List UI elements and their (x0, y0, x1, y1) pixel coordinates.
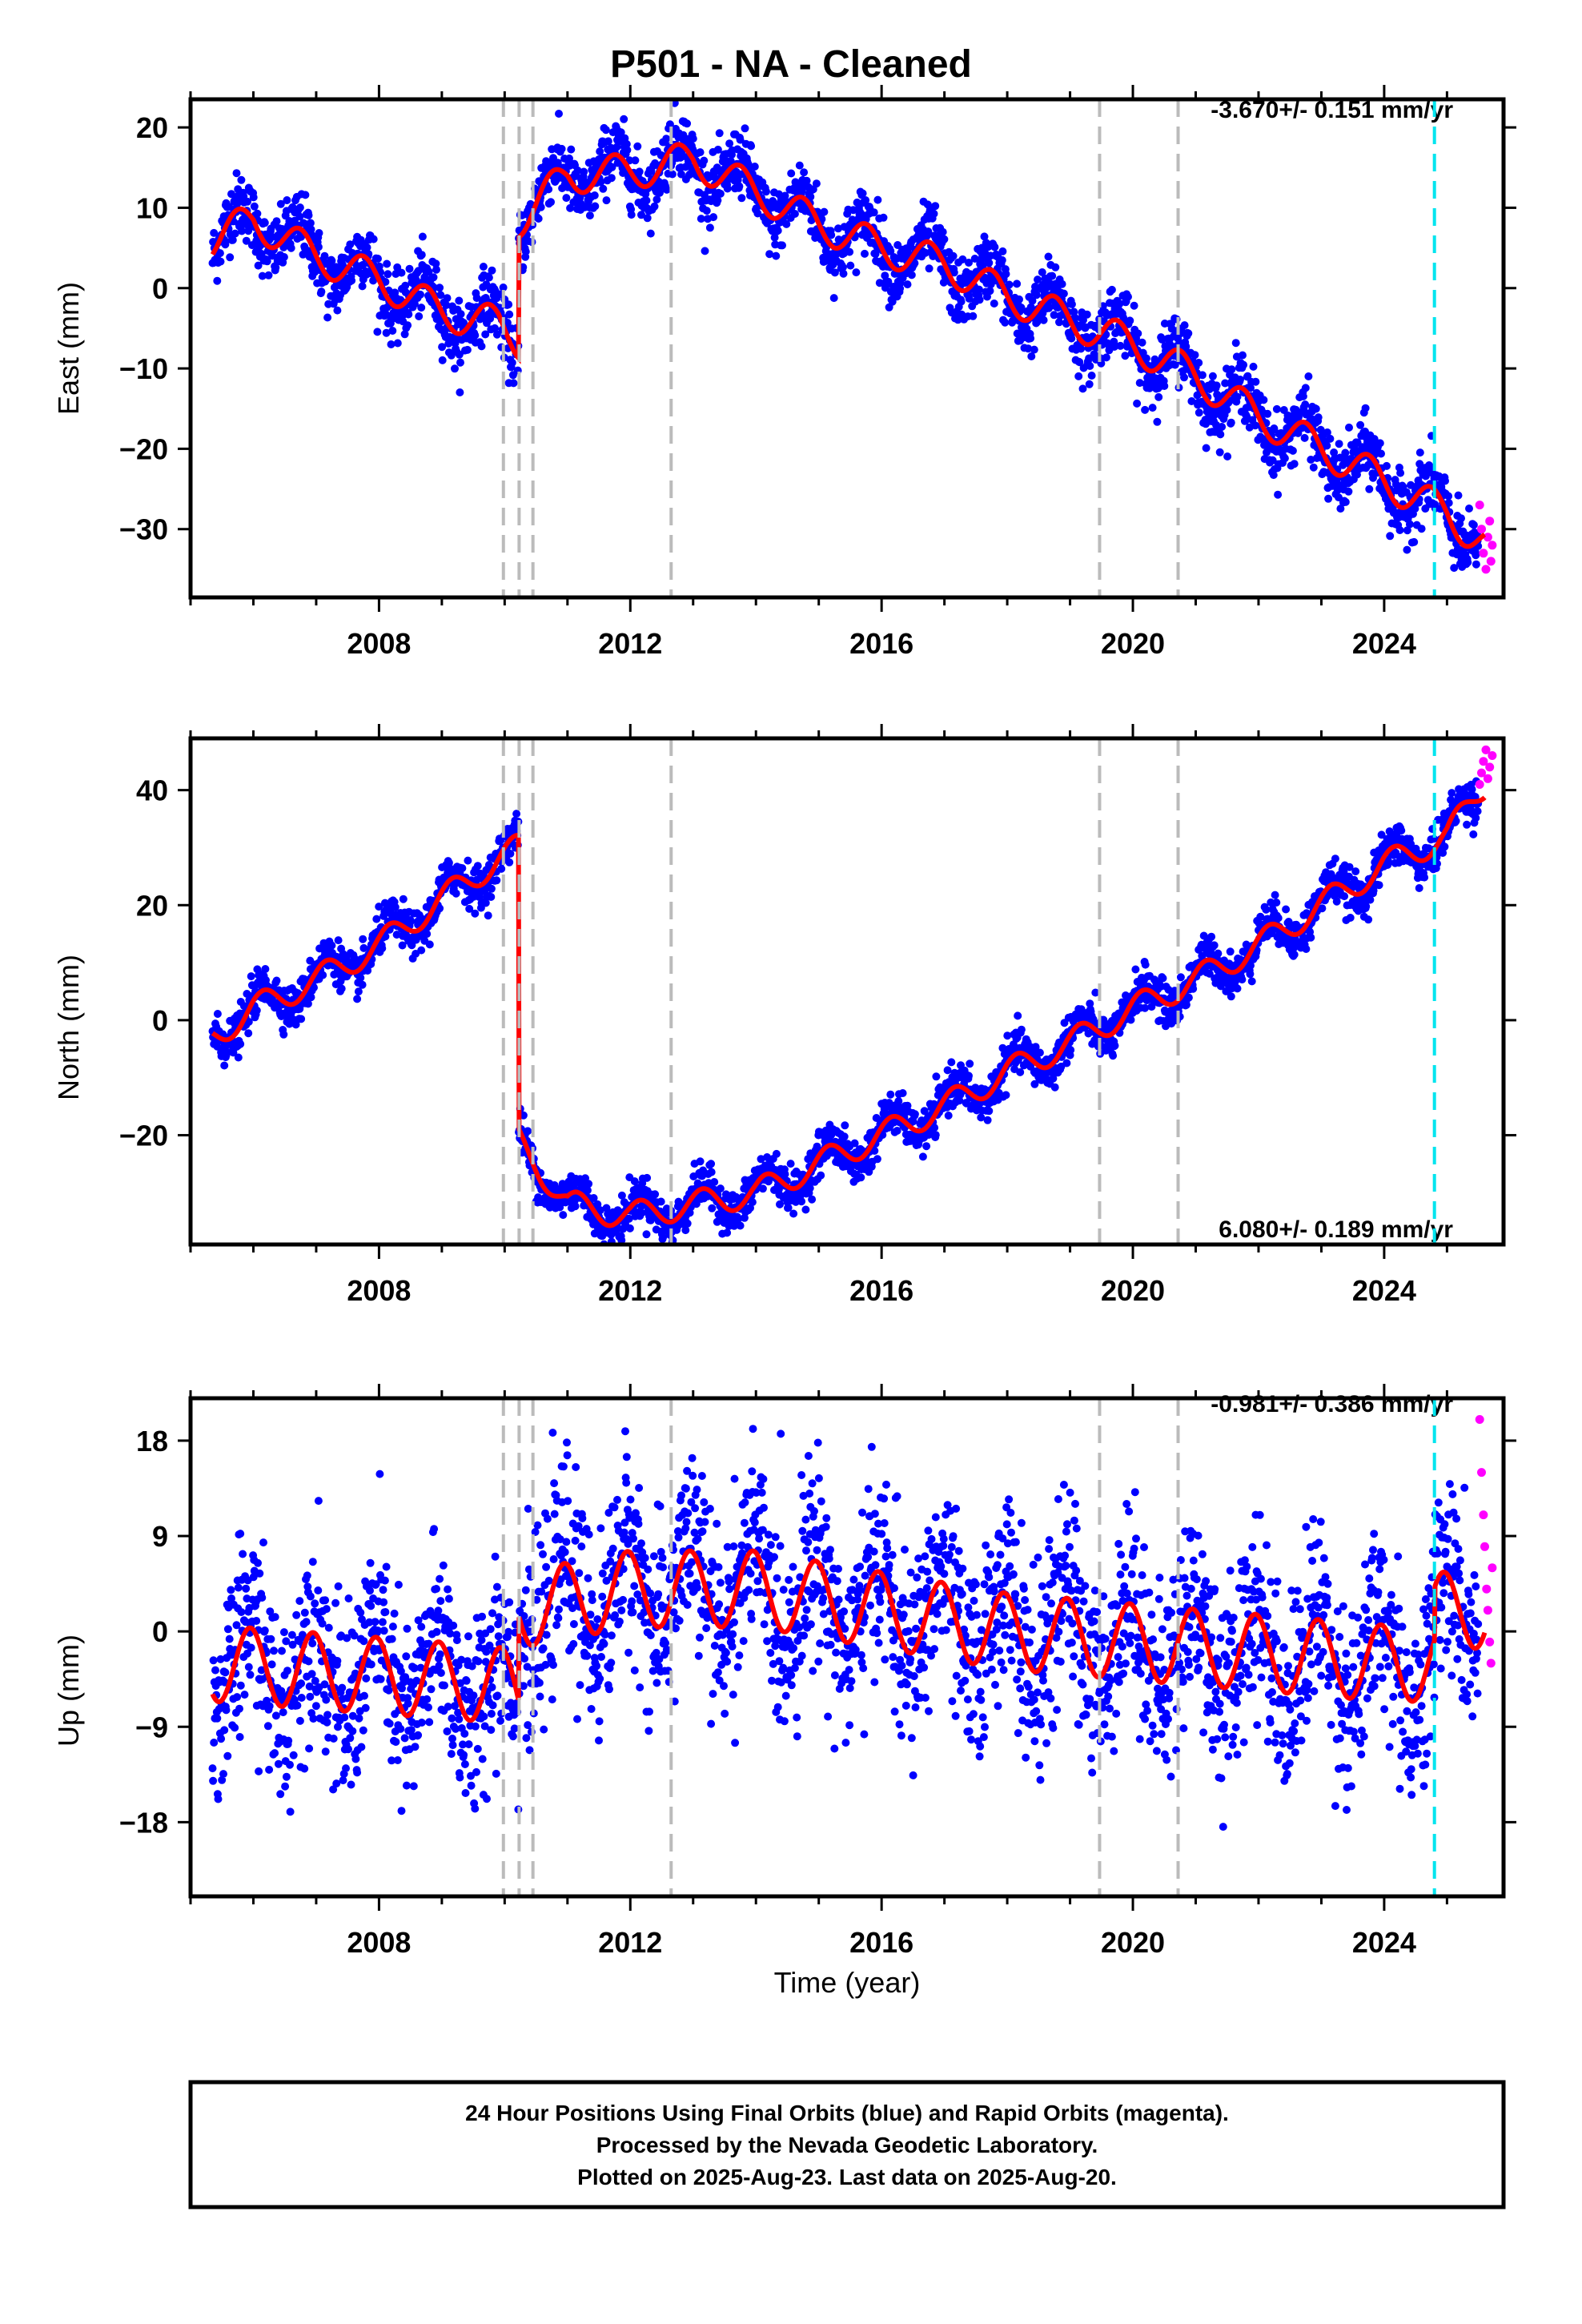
east-rapid-point (1486, 557, 1496, 566)
east-y-tick-label: 10 (136, 191, 168, 224)
east-model-curve (210, 142, 1487, 549)
north-rapid-point (1485, 762, 1495, 772)
up-rapid-point (1477, 1468, 1486, 1478)
up-y-tick-labels: −18 −9 0 9 18 (119, 1425, 168, 1839)
up-plot-area: 2008 2012 2016 2020 2024 (178, 1384, 1516, 1959)
up-x-tick-label: 2008 (347, 1926, 411, 1959)
up-rapid-point (1482, 1584, 1492, 1594)
up-rapid-points (1475, 1415, 1497, 1668)
east-final-scatter (208, 99, 1483, 573)
footer-border (188, 2080, 1506, 2209)
east-rapid-point (1481, 565, 1491, 574)
north-final-scatter (208, 777, 1483, 1244)
east-frame (188, 97, 1506, 600)
north-rapid-point (1481, 745, 1491, 754)
east-y-tick-label: 20 (136, 111, 168, 144)
up-model-curve (210, 1548, 1488, 1723)
north-rapid-point (1488, 751, 1497, 760)
up-rapid-point (1485, 1637, 1495, 1647)
east-rapid-point (1483, 533, 1492, 542)
north-model-curve (211, 795, 1487, 1228)
east-rapid-point (1477, 525, 1486, 534)
up-rapid-point (1488, 1563, 1497, 1573)
chart-title: P501 - NA - Cleaned (610, 43, 972, 86)
east-rapid-point (1485, 517, 1495, 526)
east-rapid-point (1475, 501, 1484, 510)
north-frame (188, 736, 1506, 1247)
up-rapid-point (1486, 1659, 1496, 1668)
north-y-tick-labels: −20 0 20 40 (119, 774, 168, 1152)
north-rapid-points (1475, 745, 1497, 789)
up-final-points (208, 1425, 1483, 1831)
north-data-layer (208, 745, 1497, 1244)
north-panel: −20 0 20 40 North (mm) 6.080+/- 0.189 mm/yr (52, 774, 1453, 1243)
footer-line-2: Processed by the Nevada Geodetic Laborat… (596, 2133, 1098, 2157)
up-final-scatter (208, 1425, 1483, 1831)
east-x-tick-label: 2016 (849, 627, 913, 660)
footer-box: 24 Hour Positions Using Final Orbits (bl… (188, 2080, 1506, 2209)
up-frame (188, 1396, 1506, 1899)
up-y-tick-label: −9 (135, 1711, 168, 1743)
up-y-axis-label: Up (mm) (52, 1634, 85, 1747)
north-rapid-point (1479, 757, 1488, 766)
up-y-tick-label: 18 (136, 1425, 168, 1458)
east-data-layer (208, 99, 1497, 574)
north-final-points (208, 777, 1483, 1244)
east-plot-area: 2008 2012 2016 2020 2024 (178, 85, 1516, 660)
north-x-tick-label: 2016 (849, 1274, 913, 1307)
east-rapid-point (1488, 541, 1497, 550)
up-rapid-point (1475, 1415, 1484, 1424)
east-x-tick-label: 2020 (1101, 627, 1165, 660)
north-rapid-point (1477, 768, 1486, 778)
east-y-tick-label: 0 (152, 272, 168, 305)
east-y-tick-label: −20 (119, 432, 168, 465)
up-x-tick-label: 2020 (1101, 1926, 1165, 1959)
up-rapid-point (1483, 1606, 1492, 1615)
north-plot-area: 2008 2012 2016 2020 2024 (178, 724, 1516, 1307)
east-y-axis-label: East (mm) (52, 282, 85, 415)
north-velocity-label: 6.080+/- 0.189 mm/yr (1219, 1216, 1453, 1243)
east-x-tick-label: 2024 (1352, 627, 1416, 660)
east-y-tick-label: −30 (119, 513, 168, 546)
footer-line-1: 24 Hour Positions Using Final Orbits (bl… (465, 2101, 1229, 2125)
north-y-tick-label: −20 (119, 1120, 168, 1152)
north-y-tick-label: 20 (136, 889, 168, 922)
east-final-points (208, 99, 1483, 573)
east-x-tick-label: 2012 (598, 627, 662, 660)
east-y-tick-labels: −30 −20 −10 0 10 20 (119, 111, 168, 546)
east-rapid-points (1475, 501, 1497, 574)
up-data-layer (208, 1415, 1497, 1831)
east-rapid-point (1479, 549, 1488, 558)
north-rapid-point (1475, 780, 1484, 789)
x-axis-label: Time (year) (774, 1966, 921, 1999)
up-y-tick-label: 9 (152, 1520, 168, 1553)
up-velocity-label: -0.981+/- 0.386 mm/yr (1211, 1391, 1453, 1417)
north-rapid-point (1483, 774, 1492, 783)
up-panel: −18 −9 0 9 18 Up (mm) -0.981+/- 0.386 mm/yr (52, 1391, 1453, 1839)
footer-line-3: Plotted on 2025-Aug-23. Last data on 202… (577, 2165, 1117, 2189)
up-x-tick-label: 2012 (598, 1926, 662, 1959)
north-y-tick-label: 0 (152, 1004, 168, 1037)
east-y-tick-label: −10 (119, 352, 168, 385)
north-y-tick-label: 40 (136, 774, 168, 807)
up-x-tick-label: 2016 (849, 1926, 913, 1959)
north-y-axis-label: North (mm) (52, 955, 85, 1100)
up-rapid-point (1480, 1542, 1489, 1551)
up-y-tick-label: −18 (119, 1806, 168, 1839)
north-x-tick-label: 2020 (1101, 1274, 1165, 1307)
east-x-tick-label: 2008 (347, 627, 411, 660)
north-x-tick-label: 2012 (598, 1274, 662, 1307)
up-y-tick-label: 0 (152, 1615, 168, 1648)
north-x-tick-label: 2024 (1352, 1274, 1416, 1307)
up-x-tick-label: 2024 (1352, 1926, 1416, 1959)
up-rapid-point (1479, 1510, 1488, 1520)
north-x-tick-label: 2008 (347, 1274, 411, 1307)
